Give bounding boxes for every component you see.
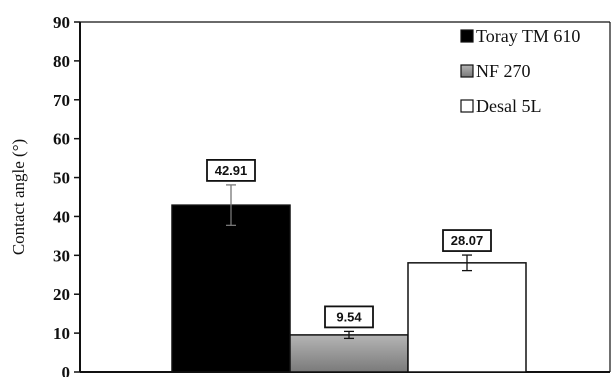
data-label: 9.54	[336, 309, 362, 324]
y-tick-label: 40	[53, 207, 70, 226]
legend-swatch	[460, 29, 474, 43]
legend-swatch	[460, 64, 474, 78]
legend-label: Desal 5L	[476, 96, 541, 116]
y-tick-label: 10	[53, 324, 70, 343]
data-label: 28.07	[451, 233, 484, 248]
bars: 42.91 9.54 28.07	[171, 159, 527, 373]
legend-label: NF 270	[476, 61, 531, 81]
data-label-box	[442, 229, 492, 252]
y-tick-label: 90	[53, 13, 70, 32]
y-axis-title: Contact angle (°)	[9, 139, 28, 255]
data-label: 42.91	[215, 163, 248, 178]
y-tick-label: 80	[53, 52, 70, 71]
bar-toray-tm-610	[171, 204, 291, 373]
y-axis-ticks: 0 10 20 30 40 50 60 70 80 90	[53, 13, 80, 377]
legend: Toray TM 610 NF 270 Desal 5L	[460, 26, 580, 116]
y-tick-label: 60	[53, 130, 70, 149]
y-tick-label: 0	[62, 363, 71, 377]
y-tick-label: 20	[53, 285, 70, 304]
y-tick-label: 50	[53, 169, 70, 188]
bar-nf-270	[289, 334, 409, 373]
bar-desal-5l	[407, 262, 527, 373]
legend-label: Toray TM 610	[476, 26, 580, 46]
data-label-box	[206, 159, 256, 182]
y-tick-label: 30	[53, 246, 70, 265]
legend-swatch	[460, 99, 474, 113]
data-label-box	[324, 305, 374, 329]
y-tick-label: 70	[53, 91, 70, 110]
